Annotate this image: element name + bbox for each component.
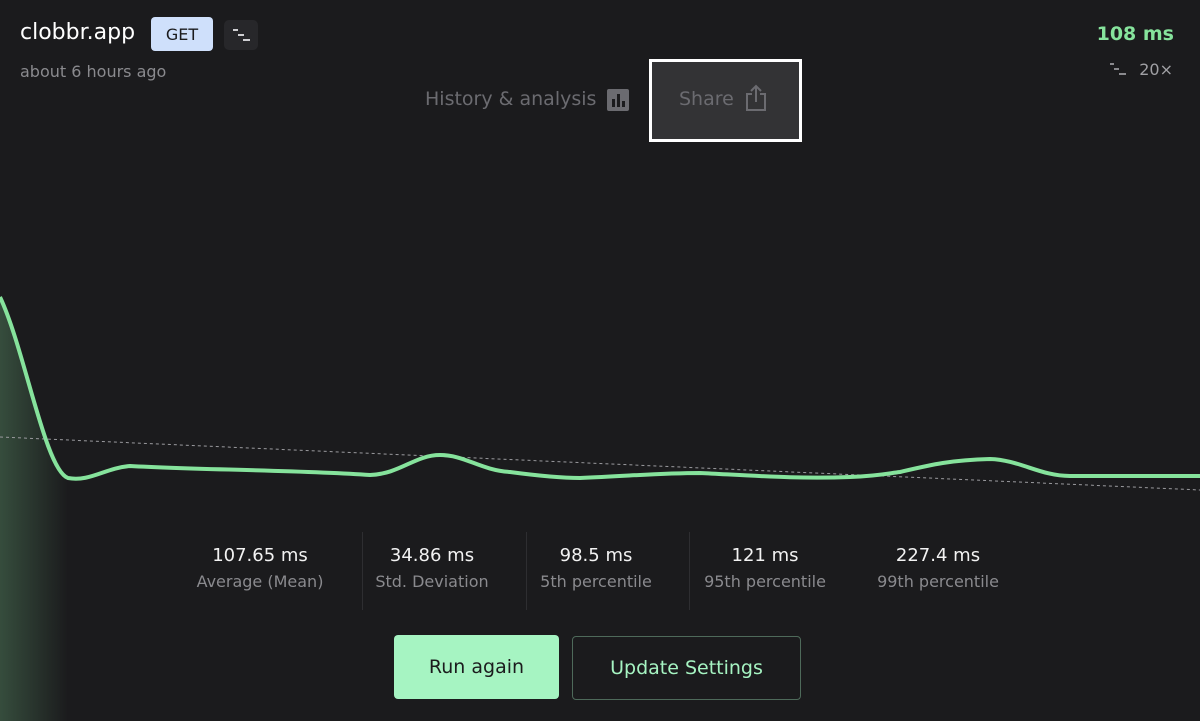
divider [526,532,527,610]
stat-value: 107.65 ms [212,545,308,566]
stat-label: 5th percentile [540,572,652,591]
share-icon [746,84,766,111]
divider [689,532,690,610]
stat: 34.86 ms Std. Deviation [347,545,517,591]
update-settings-button[interactable]: Update Settings [572,636,801,700]
timestamp: about 6 hours ago [20,62,167,81]
latency-line [0,296,1200,481]
stat: 121 ms 95th percentile [680,545,850,591]
run-again-button[interactable]: Run again [394,635,559,699]
latency: 108 ms [1096,23,1174,45]
stat: 227.4 ms 99th percentile [853,545,1023,591]
stat-label: Average (Mean) [196,572,324,591]
iterations: 20× [1139,60,1173,79]
host: clobbr.app [20,20,136,45]
area [0,297,68,721]
stat: 98.5 ms 5th percentile [511,545,681,591]
stat-value: 34.86 ms [389,545,475,566]
stat-value: 98.5 ms [559,545,633,566]
history-tab[interactable]: History & analysis [425,88,597,110]
stat-value: 227.4 ms [895,545,981,566]
chart-icon [607,89,629,111]
method-badge: GET [151,17,213,51]
waterfall-icon-small [1110,63,1126,75]
share-tab[interactable]: Share [679,88,734,110]
stat-label: Std. Deviation [375,572,489,591]
stat-value: 121 ms [731,545,799,566]
stat-label: 99th percentile [877,572,999,591]
stat-label: 95th percentile [704,572,826,591]
waterfall-icon [224,20,258,50]
share-tab-highlight[interactable] [649,59,802,142]
trend-line [0,436,1200,491]
divider [362,532,363,610]
stat: 107.65 ms Average (Mean) [175,545,345,591]
